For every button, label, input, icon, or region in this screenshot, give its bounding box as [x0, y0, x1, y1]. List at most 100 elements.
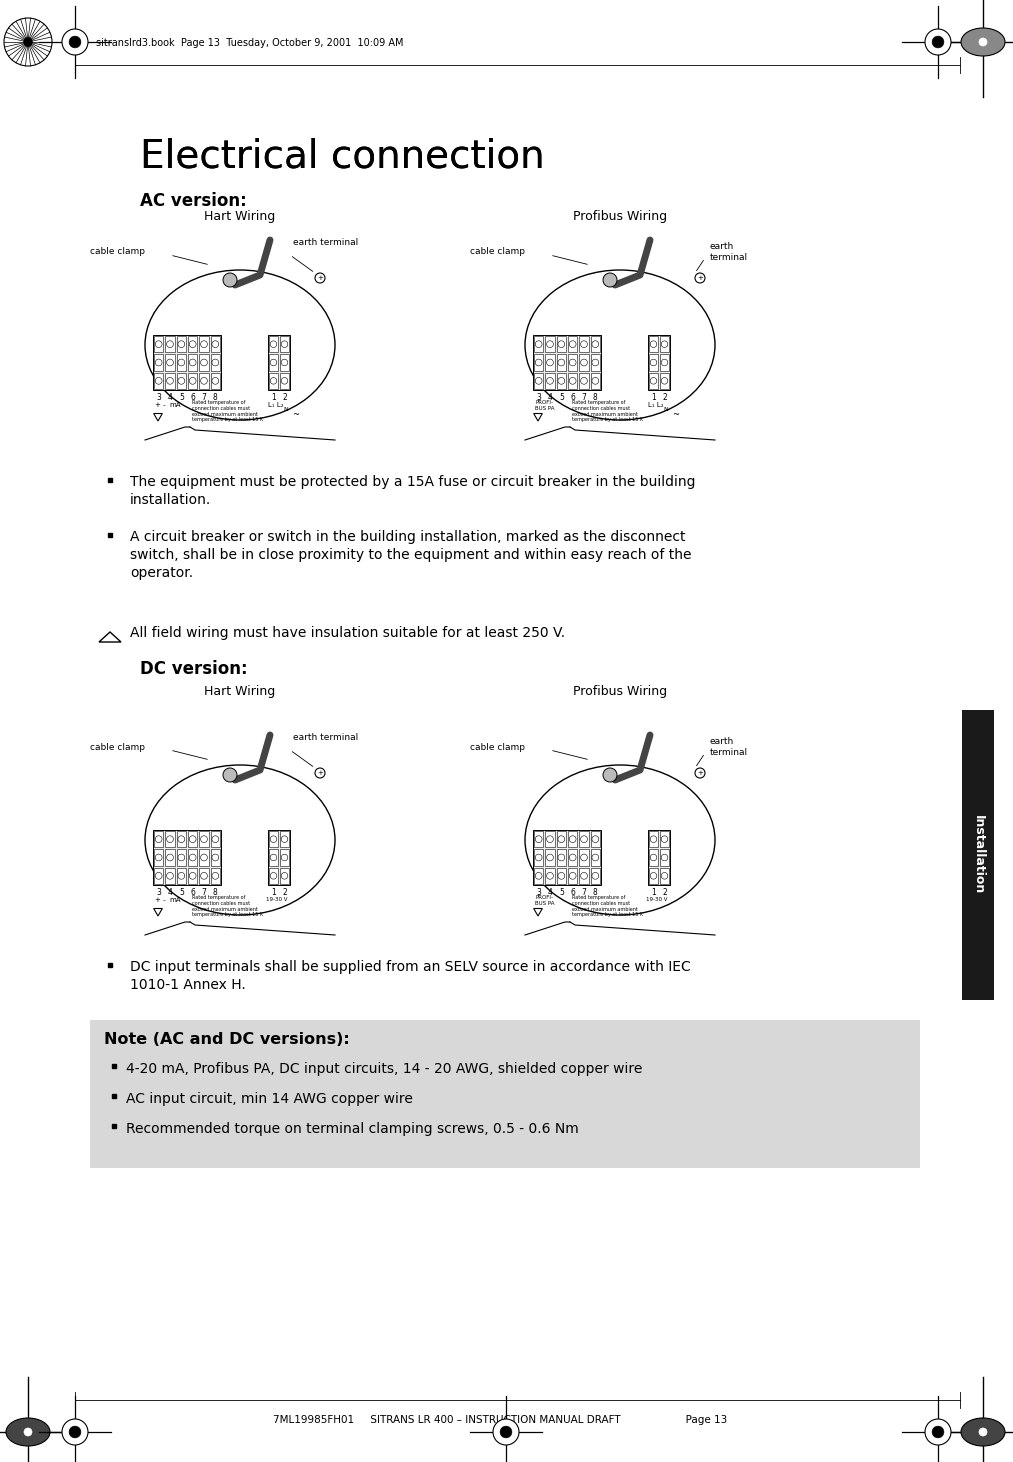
Bar	[211, 336, 220, 352]
Bar	[269, 830, 278, 848]
Text: Note (AC and DC versions):: Note (AC and DC versions):	[104, 1032, 349, 1047]
Text: Hart Wiring: Hart Wiring	[205, 686, 276, 697]
Bar	[280, 336, 289, 352]
Text: Profibus Wiring: Profibus Wiring	[573, 211, 668, 224]
Text: +: +	[697, 770, 703, 776]
Text: 7: 7	[202, 887, 207, 898]
Bar	[211, 354, 220, 371]
Bar	[90, 1020, 920, 1168]
Bar	[648, 335, 670, 390]
Bar	[591, 373, 600, 389]
Bar	[269, 354, 278, 371]
Bar	[545, 354, 555, 371]
Text: The equipment must be protected by a 15A fuse or circuit breaker in the building: The equipment must be protected by a 15A…	[130, 475, 696, 507]
Bar	[211, 373, 220, 389]
Bar	[154, 354, 163, 371]
Bar	[579, 373, 589, 389]
Text: N: N	[664, 406, 668, 412]
Text: 7: 7	[581, 393, 587, 402]
Bar	[165, 867, 174, 885]
Text: earth
terminal: earth terminal	[710, 243, 749, 262]
Bar	[211, 867, 220, 885]
Circle shape	[223, 273, 237, 287]
Text: 19-30 V: 19-30 V	[266, 898, 288, 902]
Text: +: +	[697, 275, 703, 281]
Bar	[579, 849, 589, 866]
Bar	[188, 354, 198, 371]
Text: + -: + -	[155, 402, 165, 408]
Bar	[153, 335, 221, 390]
Text: 19-30 V: 19-30 V	[646, 898, 668, 902]
Bar	[568, 373, 577, 389]
Bar	[269, 373, 278, 389]
Text: 7: 7	[202, 393, 207, 402]
Text: mA: mA	[169, 898, 180, 904]
Bar	[557, 849, 566, 866]
Bar	[579, 354, 589, 371]
Bar	[211, 830, 220, 848]
Circle shape	[23, 38, 32, 47]
Bar	[649, 373, 658, 389]
Bar	[568, 830, 577, 848]
Bar	[176, 373, 186, 389]
Text: Installation: Installation	[971, 816, 985, 895]
Text: cable clamp: cable clamp	[470, 743, 525, 751]
Bar	[280, 354, 289, 371]
Text: PROFI-
BUS PA: PROFI- BUS PA	[535, 401, 554, 411]
Bar	[649, 830, 658, 848]
Text: 8: 8	[213, 393, 218, 402]
Text: 2: 2	[283, 393, 287, 402]
Bar	[211, 849, 220, 866]
Text: ~: ~	[672, 409, 679, 420]
Bar	[200, 373, 209, 389]
Bar	[534, 830, 543, 848]
Text: 1: 1	[651, 887, 655, 898]
Text: 4: 4	[167, 887, 172, 898]
Text: 4: 4	[548, 887, 552, 898]
Circle shape	[69, 1425, 81, 1437]
Text: 8: 8	[213, 887, 218, 898]
Bar	[660, 354, 669, 371]
Bar	[648, 830, 670, 885]
Bar	[176, 336, 186, 352]
Circle shape	[925, 1420, 951, 1444]
Circle shape	[925, 29, 951, 56]
Text: Profibus Wiring: Profibus Wiring	[573, 686, 668, 697]
Bar	[200, 849, 209, 866]
Bar	[176, 867, 186, 885]
Text: Rated temperature of
connection cables must
exceed maximum ambient
temperature b: Rated temperature of connection cables m…	[192, 401, 263, 423]
Bar	[557, 354, 566, 371]
Bar	[269, 867, 278, 885]
Bar	[557, 830, 566, 848]
Bar	[280, 867, 289, 885]
Text: Rated temperature of
connection cables must
exceed maximum ambient
temperature b: Rated temperature of connection cables m…	[572, 401, 643, 423]
Bar	[557, 373, 566, 389]
Bar	[660, 373, 669, 389]
Bar	[165, 354, 174, 371]
Text: 3: 3	[536, 393, 541, 402]
Text: DC input terminals shall be supplied from an SELV source in accordance with IEC
: DC input terminals shall be supplied fro…	[130, 961, 691, 991]
Text: 6: 6	[190, 393, 196, 402]
Bar	[154, 336, 163, 352]
Text: 1: 1	[271, 393, 276, 402]
Text: AC input circuit, min 14 AWG copper wire: AC input circuit, min 14 AWG copper wire	[126, 1092, 413, 1105]
Bar	[534, 336, 543, 352]
Bar	[545, 867, 555, 885]
Bar	[176, 354, 186, 371]
Bar	[188, 373, 198, 389]
Bar	[660, 336, 669, 352]
Text: Electrical connection: Electrical connection	[140, 137, 545, 175]
Bar	[165, 849, 174, 866]
Bar	[568, 336, 577, 352]
Text: sitranslrd3.book  Page 13  Tuesday, October 9, 2001  10:09 AM: sitranslrd3.book Page 13 Tuesday, Octobe…	[96, 38, 403, 48]
Bar	[280, 373, 289, 389]
Text: L₁ L₂: L₁ L₂	[648, 402, 664, 408]
Bar	[591, 849, 600, 866]
Bar	[568, 354, 577, 371]
Ellipse shape	[525, 765, 715, 915]
Bar	[280, 830, 289, 848]
Text: earth
terminal: earth terminal	[710, 737, 749, 757]
Bar	[268, 830, 290, 885]
Text: 4-20 mA, Profibus PA, DC input circuits, 14 - 20 AWG, shielded copper wire: 4-20 mA, Profibus PA, DC input circuits,…	[126, 1061, 642, 1076]
Bar	[268, 335, 290, 390]
